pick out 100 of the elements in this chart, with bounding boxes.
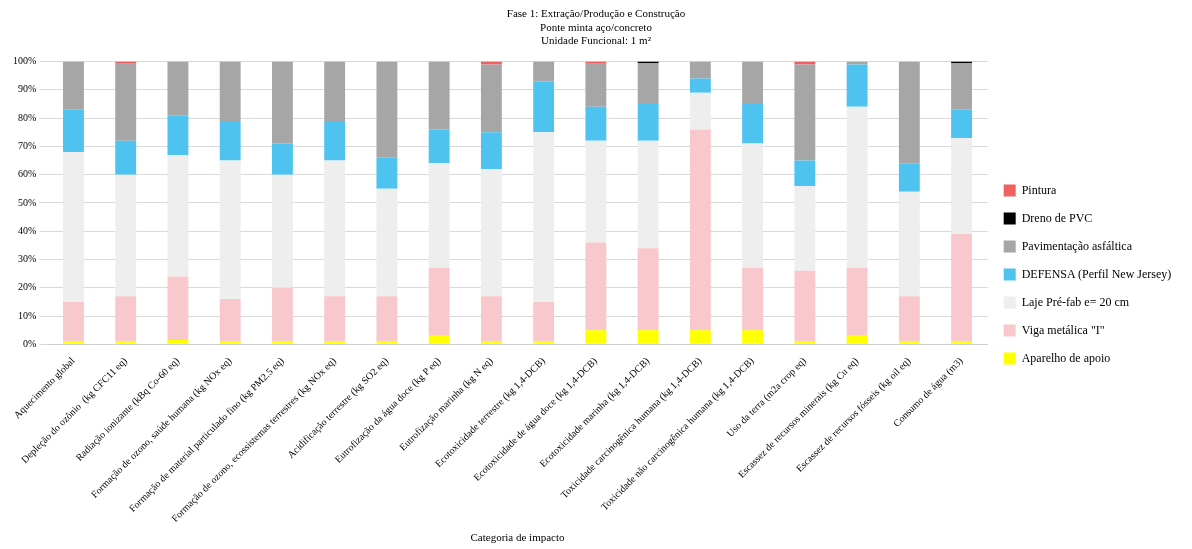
bar bbox=[428, 61, 450, 130]
bar bbox=[794, 185, 816, 271]
bar bbox=[689, 78, 711, 93]
bar bbox=[115, 296, 137, 342]
y-tick-label: 80% bbox=[17, 111, 37, 123]
bar bbox=[428, 129, 450, 164]
bar bbox=[376, 61, 398, 158]
bar bbox=[585, 63, 607, 107]
bar bbox=[951, 234, 973, 342]
bar bbox=[846, 106, 868, 268]
y-tick-label: 100% bbox=[12, 55, 37, 67]
bar bbox=[742, 61, 764, 105]
bar bbox=[167, 61, 189, 116]
y-tick-label: 90% bbox=[17, 83, 37, 95]
bar bbox=[324, 61, 346, 121]
bar bbox=[480, 296, 502, 342]
bar bbox=[533, 301, 555, 342]
bar bbox=[689, 61, 711, 79]
y-tick-label: 10% bbox=[17, 309, 37, 321]
bar bbox=[324, 120, 346, 161]
bar bbox=[846, 267, 868, 336]
y-tick-label: 60% bbox=[17, 168, 37, 180]
bar bbox=[951, 341, 973, 344]
bar bbox=[898, 61, 920, 164]
legend-label: Pintura bbox=[1021, 182, 1058, 197]
bar bbox=[637, 330, 659, 344]
bar bbox=[585, 106, 607, 141]
bar bbox=[271, 341, 293, 344]
bar bbox=[219, 160, 241, 300]
bar bbox=[480, 132, 502, 170]
bar bbox=[951, 63, 973, 110]
y-tick-label: 30% bbox=[17, 253, 37, 265]
bar bbox=[115, 63, 137, 141]
legend-label: Viga metálica "I" bbox=[1021, 322, 1105, 337]
bar bbox=[742, 104, 764, 144]
bar bbox=[376, 157, 398, 189]
bar bbox=[324, 341, 346, 344]
bar bbox=[480, 64, 502, 133]
bar bbox=[167, 276, 189, 341]
legend-label: Dreno de PVC bbox=[1021, 210, 1093, 225]
bar bbox=[428, 335, 450, 344]
bar bbox=[376, 188, 398, 297]
y-tick-label: 70% bbox=[17, 140, 37, 152]
bar bbox=[167, 340, 189, 344]
bar bbox=[115, 174, 137, 297]
bar bbox=[533, 81, 555, 133]
bar bbox=[63, 61, 84, 110]
y-tick-label: 20% bbox=[17, 281, 37, 293]
bar bbox=[219, 341, 241, 344]
bar bbox=[63, 109, 84, 153]
bar bbox=[376, 296, 398, 342]
bar bbox=[480, 169, 502, 297]
bar bbox=[951, 109, 973, 138]
bar bbox=[637, 140, 659, 249]
bar bbox=[324, 160, 346, 297]
bar bbox=[846, 64, 868, 107]
chart-subtitle: Ponte minta aço/concreto Unidade Funcional: 1 m² bbox=[540, 20, 653, 46]
bar bbox=[115, 341, 137, 344]
chart-title: Fase 1: Extração/Produção e Construção bbox=[506, 7, 686, 20]
bar bbox=[167, 154, 189, 277]
bar bbox=[63, 301, 84, 342]
bar bbox=[271, 174, 293, 288]
bar bbox=[533, 132, 555, 302]
bar bbox=[689, 129, 711, 331]
bar bbox=[219, 120, 241, 161]
bar bbox=[742, 143, 764, 268]
bar bbox=[428, 163, 450, 268]
y-tick-label: 40% bbox=[17, 224, 37, 236]
bar bbox=[794, 341, 816, 344]
bar bbox=[794, 270, 816, 342]
bar bbox=[219, 61, 241, 121]
bar bbox=[533, 341, 555, 344]
y-tick-label: 0% bbox=[22, 337, 37, 349]
bar bbox=[480, 341, 502, 344]
bar bbox=[585, 330, 607, 344]
bar bbox=[689, 92, 711, 130]
bar bbox=[376, 341, 398, 344]
legend-label: Aparelho de apoio bbox=[1021, 350, 1111, 365]
bar bbox=[324, 296, 346, 342]
bar bbox=[585, 242, 607, 331]
legend-label: Pavimentação asfáltica bbox=[1021, 238, 1133, 253]
bar bbox=[846, 335, 868, 344]
bar bbox=[898, 191, 920, 297]
bar bbox=[898, 296, 920, 342]
bar bbox=[428, 267, 450, 336]
bar bbox=[794, 160, 816, 186]
bar bbox=[271, 287, 293, 342]
bar bbox=[585, 140, 607, 243]
bar bbox=[271, 143, 293, 175]
bar bbox=[689, 330, 711, 344]
bar bbox=[167, 115, 189, 155]
bar bbox=[951, 137, 973, 235]
bar bbox=[219, 299, 241, 342]
bar bbox=[637, 104, 659, 141]
bar bbox=[637, 248, 659, 331]
legend-label: DEFENSA (Perfil New Jersey) bbox=[1021, 266, 1172, 281]
bar bbox=[898, 163, 920, 192]
bar bbox=[271, 61, 293, 144]
bar bbox=[533, 61, 555, 82]
bar bbox=[63, 152, 84, 302]
